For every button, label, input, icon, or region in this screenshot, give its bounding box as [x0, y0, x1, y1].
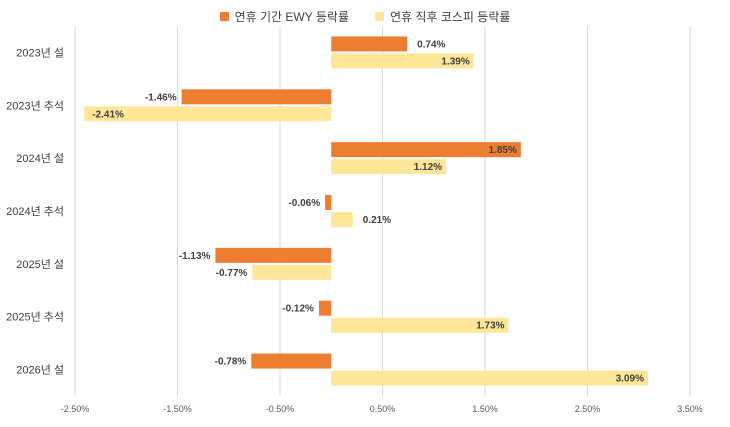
data-label-s0-6: -0.78%: [215, 357, 247, 368]
bar-s1-5: [331, 317, 509, 333]
legend-swatch-kospi: [375, 12, 384, 21]
category-label-0: 2023년 설: [16, 46, 64, 59]
data-label-s1-1: -2.41%: [92, 109, 124, 120]
category-label-3: 2024년 추석: [6, 205, 64, 218]
x-tick-label-1: -1.50%: [163, 404, 192, 414]
data-label-s0-3: -0.06%: [288, 198, 320, 209]
legend-swatch-ewy: [219, 12, 229, 21]
category-label-5: 2025년 추석: [6, 311, 64, 324]
data-label-s1-0: 1.39%: [441, 56, 469, 67]
x-tick-label-2: -0.50%: [266, 404, 295, 414]
category-label-6: 2026년 설: [16, 364, 64, 377]
data-label-s1-6: 3.09%: [616, 374, 644, 385]
bar-s0-5: [318, 300, 332, 316]
bar-s0-6: [251, 353, 332, 369]
bar-s1-1: [84, 106, 332, 122]
category-label-4: 2025년 설: [16, 258, 64, 271]
data-label-s0-5: -0.12%: [282, 304, 314, 315]
x-tick-label-0: -2.50%: [61, 404, 90, 414]
legend-label-kospi: 연휴 직후 코스피 등락률: [390, 10, 511, 24]
x-tick-label-5: 2.50%: [575, 404, 601, 414]
data-label-s0-1: -1.46%: [145, 92, 177, 103]
bar-s1-0: [331, 53, 474, 69]
legend-item-kospi: 연휴 직후 코스피 등락률: [375, 8, 510, 25]
data-label-s0-4: -1.13%: [179, 251, 211, 262]
x-tick-label-6: 3.50%: [677, 404, 703, 414]
legend-label-ewy: 연휴 기간 EWY 등락률: [234, 10, 349, 24]
bar-s0-0: [331, 36, 408, 52]
data-label-s1-5: 1.73%: [476, 321, 504, 332]
chart-legend: 연휴 기간 EWY 등락률 연휴 직후 코스피 등락률: [0, 8, 730, 25]
bar-s0-3: [325, 195, 332, 210]
bar-s1-2: [331, 159, 447, 175]
category-label-1: 2023년 추석: [6, 99, 64, 112]
data-label-s1-4: -0.77%: [216, 268, 248, 279]
legend-item-ewy: 연휴 기간 EWY 등락률: [219, 8, 349, 25]
bar-s1-4: [252, 264, 332, 280]
x-tick-label-4: 1.50%: [472, 404, 498, 414]
bar-s1-3: [331, 212, 353, 227]
data-label-s1-3: 0.21%: [363, 215, 391, 226]
bar-s0-4: [215, 247, 332, 263]
data-label-s0-2: 1.85%: [489, 145, 517, 156]
data-label-s0-0: 0.74%: [417, 39, 445, 50]
data-label-s1-2: 1.12%: [414, 162, 442, 173]
category-label-2: 2024년 설: [16, 152, 64, 165]
bar-s0-1: [181, 89, 332, 105]
bar-s0-2: [331, 142, 521, 158]
bar-s1-6: [331, 370, 648, 386]
x-tick-label-3: 0.50%: [370, 404, 396, 414]
